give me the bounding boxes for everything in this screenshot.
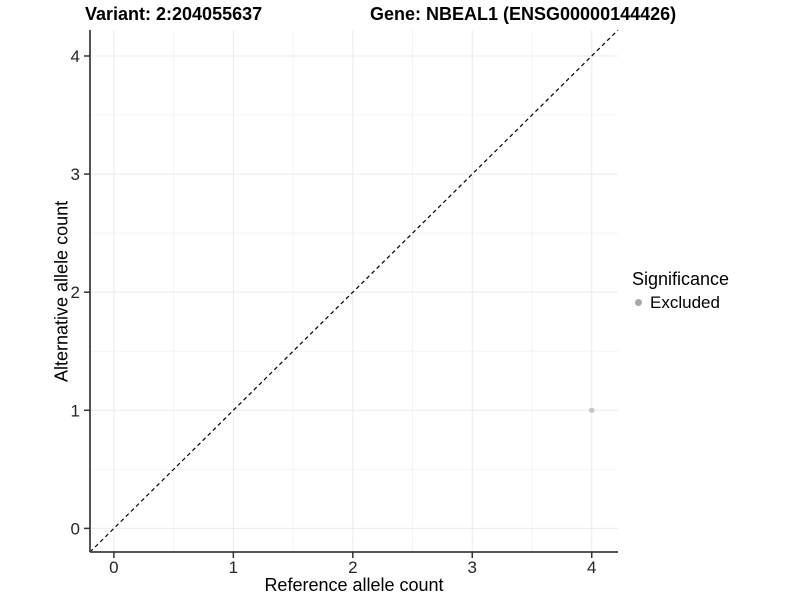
gene-title: Gene: NBEAL1 (ENSG00000144426) (370, 4, 677, 24)
legend-title: Significance (632, 269, 730, 289)
x-tick-label: 3 (468, 558, 477, 577)
x-tick-label: 2 (348, 558, 357, 577)
y-tick-label: 2 (71, 283, 80, 302)
legend-entry-excluded: Excluded (632, 293, 729, 312)
y-tick-label: 3 (71, 165, 80, 184)
x-axis-title: Reference allele count (264, 575, 444, 595)
x-tick-label: 0 (109, 558, 118, 577)
variant-title: Variant: 2:204055637 (85, 4, 263, 24)
y-axis-title: Alternative allele count (51, 200, 72, 382)
legend-entry-label: Excluded (650, 293, 720, 312)
identity-reference-line (89, 29, 619, 553)
excluded-point-icon (635, 299, 642, 306)
x-tick-label: 4 (587, 558, 596, 577)
x-tick-label: 1 (229, 558, 238, 577)
data-point (589, 407, 595, 413)
y-tick-label: 4 (71, 47, 80, 66)
legend: Significance Excluded (632, 269, 729, 312)
y-tick-label: 0 (71, 519, 80, 538)
y-tick-label: 1 (71, 401, 80, 420)
